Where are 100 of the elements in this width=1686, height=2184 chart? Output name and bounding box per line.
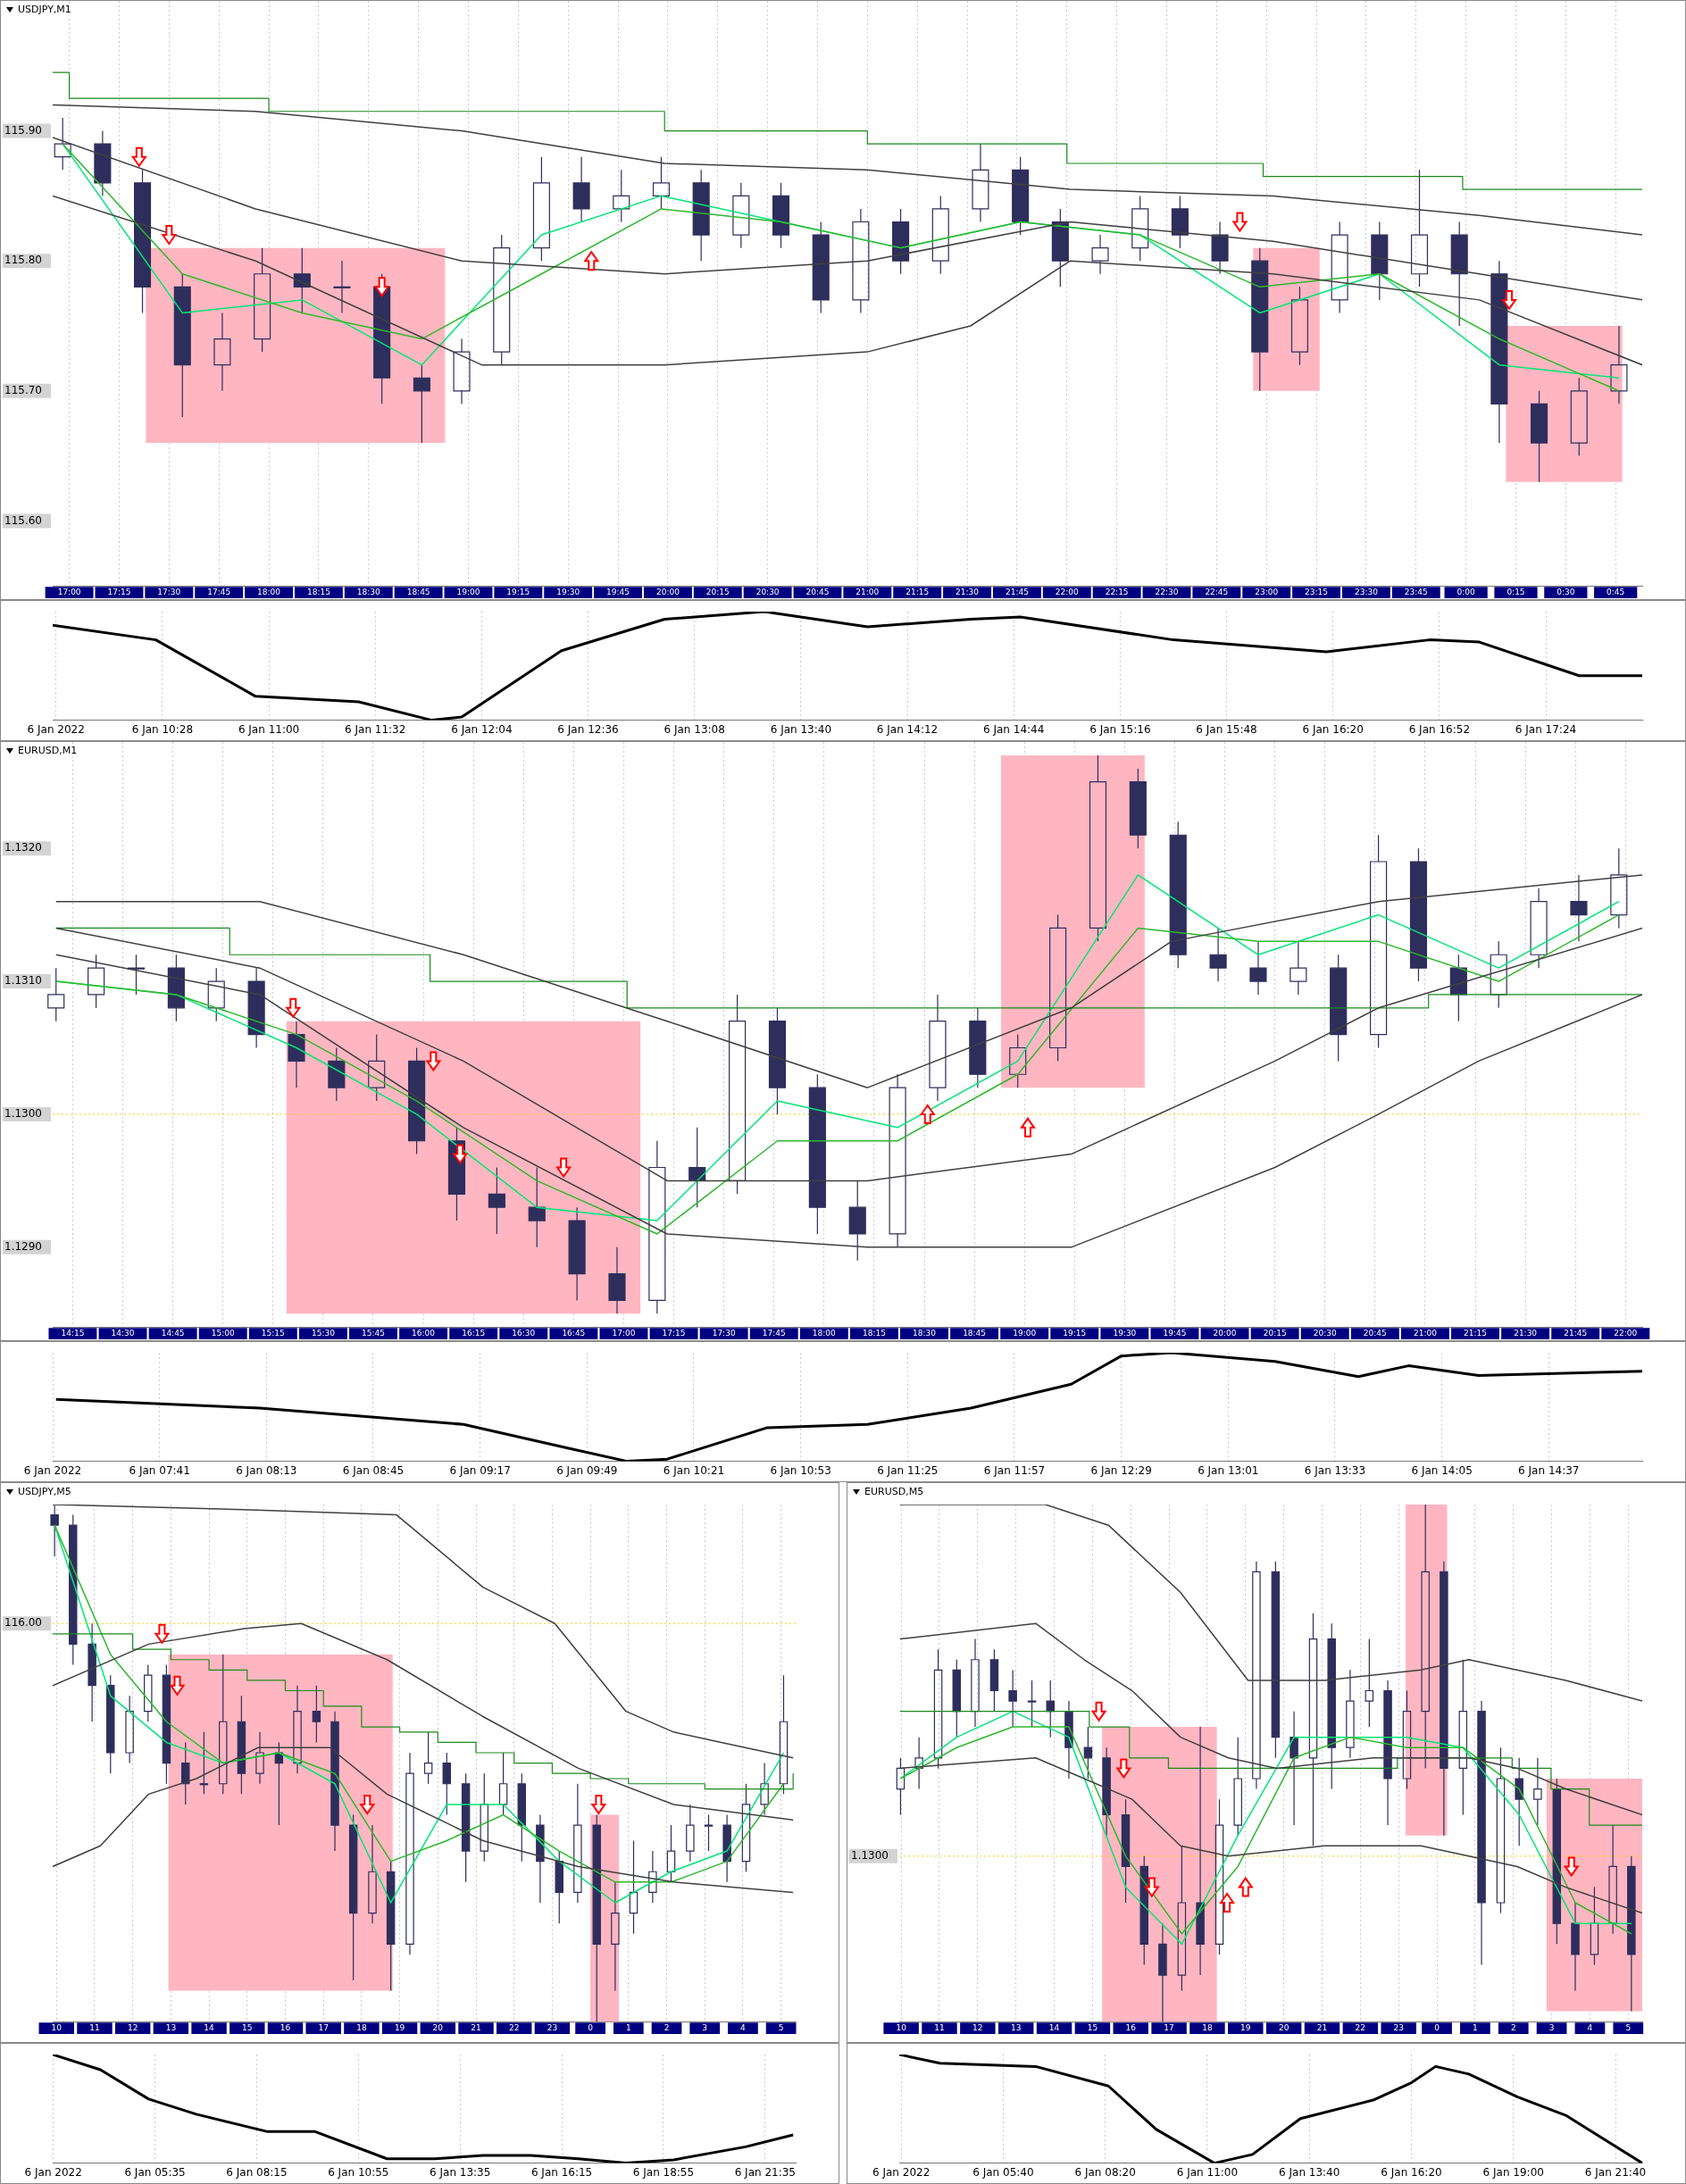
x-tick-label: 14:30 (111, 1328, 135, 1338)
x-tick-label: 2 (664, 2022, 670, 2032)
x-tick-label: 20 (1278, 2022, 1290, 2032)
x-tick-label: 4 (740, 2022, 747, 2032)
x-tick-label: 13 (165, 2022, 177, 2032)
candlestick (1290, 286, 1308, 366)
point (920, 1104, 935, 1124)
x-tick-label: 11 (934, 2022, 945, 2032)
x-tick-label: 10 (896, 2022, 907, 2032)
candlestick (1308, 1613, 1318, 1846)
candlestick (1370, 834, 1388, 1049)
candlestick (1496, 1746, 1506, 1914)
x-tick-label: 19:45 (1163, 1328, 1187, 1338)
x-tick-label: 0:30 (1557, 587, 1575, 596)
x-tick-label: 18:45 (963, 1328, 987, 1338)
candlestick (88, 954, 105, 1009)
candlestick (1290, 940, 1307, 996)
x-tick-label: 3 (1548, 2022, 1555, 2032)
candlestick (1091, 234, 1109, 275)
x-tick-label: 16:15 (462, 1328, 486, 1338)
x-tick-label: 19:00 (1013, 1328, 1037, 1338)
x-tick-label: 23:45 (1404, 587, 1428, 596)
x-tick-label: 0 (1434, 2022, 1440, 2032)
x-tick-label: 17:00 (57, 587, 81, 596)
text: 1.1300 (851, 1848, 889, 1862)
candlestick (666, 1824, 676, 1883)
x-tick-label: 22:00 (1614, 1328, 1638, 1338)
candlestick (896, 1757, 906, 1816)
point (286, 997, 301, 1018)
x-tick-label: 6 Jan 11:00 (1176, 2165, 1239, 2179)
chart-title: EURUSD,M5 (864, 1486, 924, 1497)
candlestick (480, 1772, 488, 1863)
x-tick-label: 6 Jan 16:20 (1302, 722, 1364, 736)
x-tick-label: 6 Jan 09:17 (449, 1463, 511, 1477)
candlestick (453, 338, 471, 404)
candlestick (254, 247, 271, 353)
x-tick-label: 20:30 (1313, 1328, 1337, 1338)
x-tick-label: 11 (89, 2022, 100, 2032)
x-tick-label: 22:00 (1055, 587, 1080, 596)
x-tick-label: 6 Jan 05:40 (972, 2165, 1034, 2179)
x-tick-label: 15 (1087, 2022, 1098, 2032)
x-tick-label: 16 (1125, 2022, 1137, 2032)
candlestick (368, 1034, 386, 1102)
chart-title: USDJPY,M1 (18, 4, 71, 15)
x-tick-label: 15 (242, 2022, 253, 2032)
x-tick-label: 18 (356, 2022, 367, 2032)
candlestick (293, 1685, 302, 1774)
candlestick (1131, 195, 1149, 262)
candlestick (423, 1731, 433, 1785)
x-tick-label: 17:45 (762, 1328, 786, 1338)
x-tick-label: 21:00 (856, 587, 880, 596)
x-tick-label: 6 Jan 10:28 (131, 722, 194, 736)
candlestick (134, 169, 152, 314)
candlestick (648, 1850, 657, 1904)
point (1502, 289, 1517, 310)
x-tick-label: 18:00 (812, 1328, 837, 1338)
y-tick-label: 1.1310 (4, 974, 42, 988)
x-tick-label: 23:15 (1305, 587, 1329, 596)
candlestick (1608, 1824, 1617, 1935)
y-tick-label: 1.1320 (4, 841, 42, 854)
x-tick-label: 20:45 (1363, 1328, 1387, 1338)
x-tick-label: 6 Jan 14:05 (1411, 1463, 1473, 1477)
chart-title: USDJPY,M5 (18, 1486, 71, 1497)
x-tick-label: 6 Jan 18:55 (632, 2165, 695, 2179)
x-tick-label: 4 (1587, 2022, 1593, 2032)
x-tick-label: 17:15 (107, 587, 131, 596)
x-tick-label: 18:15 (862, 1328, 886, 1338)
x-tick-label: 1 (1473, 2022, 1478, 2032)
x-tick-label: 19:30 (556, 587, 580, 596)
x-tick-label: 18 (1202, 2022, 1213, 2032)
candlestick (652, 156, 670, 210)
candlestick (207, 967, 225, 1022)
x-tick-label: 6 Jan 2022 (24, 2165, 82, 2179)
x-tick-label: 20:00 (655, 587, 680, 596)
x-tick-label: 15:30 (311, 1328, 336, 1338)
x-tick-label: 6 Jan 08:20 (1074, 2165, 1136, 2179)
candlestick (686, 1804, 695, 1863)
x-tick-label: 5 (778, 2022, 784, 2032)
point (584, 251, 599, 271)
x-tick-label: 22:15 (1105, 587, 1129, 596)
x-tick-label: 6 Jan 13:08 (664, 722, 725, 736)
x-tick-label: 21:45 (1564, 1328, 1588, 1338)
x-tick-label: 6 Jan 13:35 (430, 2165, 491, 2179)
point (1116, 1758, 1131, 1779)
x-tick-label: 20:30 (755, 587, 780, 596)
x-tick-label: 6 Jan 08:45 (342, 1463, 405, 1477)
candlestick (1402, 1689, 1412, 1790)
candlestick (54, 117, 71, 171)
x-tick-label: 21:00 (1413, 1328, 1438, 1338)
x-tick-label: 6 Jan 08:13 (236, 1463, 297, 1477)
x-tick-label: 6 Jan 09:49 (556, 1463, 618, 1477)
x-tick-label: 23:30 (1354, 587, 1379, 596)
candlestick (125, 1695, 134, 1764)
candlestick (1049, 913, 1067, 1062)
candlestick (493, 234, 511, 366)
x-tick-label: 21:45 (1005, 587, 1029, 596)
candlestick (1590, 1887, 1599, 1966)
x-tick-label: 6 Jan 16:52 (1408, 722, 1471, 736)
x-tick-label: 6 Jan 08:15 (226, 2165, 288, 2179)
x-tick-label: 13 (1010, 2022, 1022, 2032)
